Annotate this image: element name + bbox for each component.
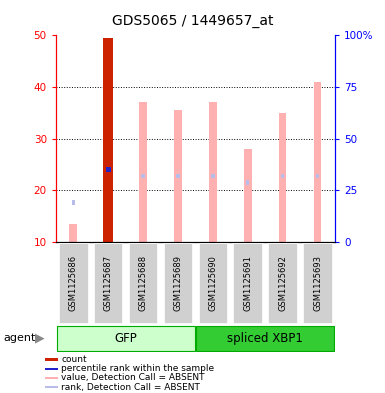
- Text: ▶: ▶: [35, 332, 45, 345]
- Bar: [174, 110, 182, 242]
- Text: percentile rank within the sample: percentile rank within the sample: [61, 364, 214, 373]
- Bar: [45, 367, 58, 370]
- Bar: [45, 386, 58, 388]
- Bar: [139, 103, 147, 242]
- FancyBboxPatch shape: [303, 243, 332, 323]
- Bar: [103, 38, 114, 242]
- Bar: [211, 174, 214, 178]
- FancyBboxPatch shape: [164, 243, 192, 323]
- Text: GDS5065 / 1449657_at: GDS5065 / 1449657_at: [112, 14, 273, 28]
- Bar: [141, 174, 145, 178]
- Text: GSM1125686: GSM1125686: [69, 255, 78, 311]
- FancyBboxPatch shape: [94, 243, 122, 323]
- Bar: [45, 377, 58, 379]
- Bar: [209, 103, 217, 242]
- Text: count: count: [61, 355, 87, 364]
- Bar: [316, 174, 319, 178]
- Text: value, Detection Call = ABSENT: value, Detection Call = ABSENT: [61, 373, 204, 382]
- FancyBboxPatch shape: [199, 243, 227, 323]
- Bar: [281, 174, 285, 178]
- Text: GSM1125687: GSM1125687: [104, 255, 113, 311]
- Text: GSM1125689: GSM1125689: [173, 255, 182, 311]
- FancyBboxPatch shape: [57, 326, 195, 351]
- Bar: [279, 113, 286, 242]
- Text: agent: agent: [4, 333, 36, 343]
- Bar: [176, 174, 180, 178]
- FancyBboxPatch shape: [233, 243, 262, 323]
- Bar: [45, 358, 58, 360]
- Text: GSM1125691: GSM1125691: [243, 255, 252, 311]
- Text: GSM1125688: GSM1125688: [139, 255, 147, 311]
- FancyBboxPatch shape: [129, 243, 157, 323]
- Text: GFP: GFP: [114, 332, 137, 345]
- Bar: [106, 167, 110, 172]
- FancyBboxPatch shape: [196, 326, 334, 351]
- Bar: [246, 180, 249, 185]
- Bar: [244, 149, 251, 242]
- Bar: [69, 224, 77, 242]
- Bar: [314, 82, 321, 242]
- Text: GSM1125693: GSM1125693: [313, 255, 322, 311]
- Text: rank, Detection Call = ABSENT: rank, Detection Call = ABSENT: [61, 383, 200, 392]
- Bar: [104, 38, 112, 242]
- Bar: [72, 200, 75, 204]
- FancyBboxPatch shape: [59, 243, 87, 323]
- Text: spliced XBP1: spliced XBP1: [227, 332, 303, 345]
- FancyBboxPatch shape: [268, 243, 297, 323]
- Text: GSM1125692: GSM1125692: [278, 255, 287, 311]
- Bar: [106, 167, 110, 172]
- Text: GSM1125690: GSM1125690: [208, 255, 218, 311]
